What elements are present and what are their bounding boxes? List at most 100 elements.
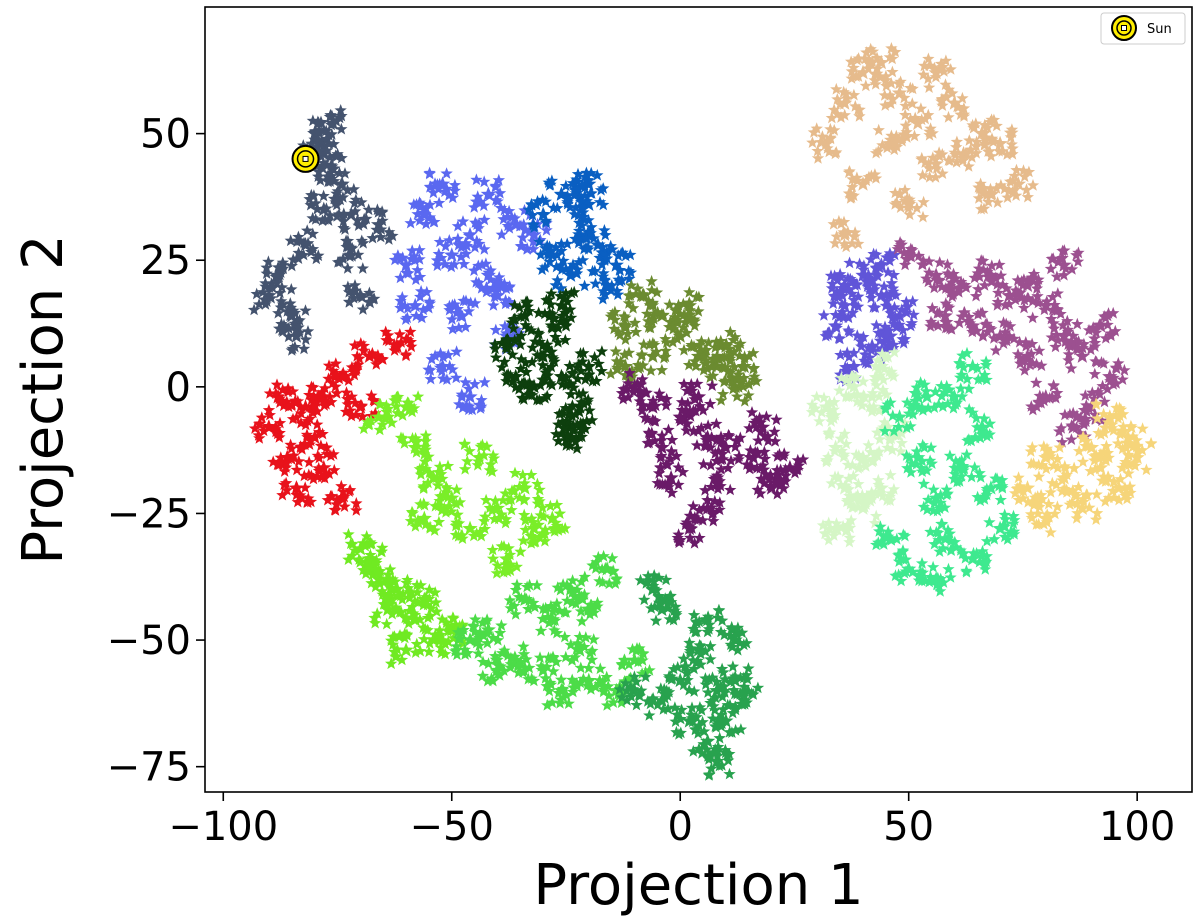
data-point (383, 578, 396, 590)
data-point (1017, 484, 1030, 497)
data-point (1101, 470, 1115, 483)
data-point (1113, 401, 1126, 414)
data-point (687, 424, 700, 437)
data-point (926, 151, 939, 164)
data-point (257, 424, 270, 437)
data-point (421, 476, 435, 489)
data-point (277, 262, 290, 275)
data-point (390, 341, 403, 354)
data-point (706, 694, 719, 707)
data-point (943, 154, 957, 167)
data-point (419, 217, 433, 230)
data-point (341, 392, 354, 405)
data-point (414, 284, 428, 297)
data-point (883, 365, 896, 378)
data-point (724, 638, 737, 651)
data-point (602, 680, 615, 692)
data-point (630, 675, 643, 688)
data-point (683, 531, 697, 544)
y-tick-label: −75 (107, 745, 191, 791)
data-point (979, 358, 993, 371)
data-point (411, 263, 424, 276)
data-point (839, 525, 852, 537)
data-point (326, 377, 339, 389)
data-point (280, 450, 294, 463)
data-point (642, 321, 655, 333)
data-point (506, 348, 519, 360)
data-point (830, 517, 843, 529)
data-point (896, 323, 910, 336)
data-point (613, 683, 626, 695)
data-point (842, 472, 855, 485)
data-point (644, 697, 657, 710)
data-point (722, 754, 735, 766)
data-point (1011, 286, 1025, 298)
data-point (843, 256, 856, 269)
data-point (523, 226, 536, 238)
data-point (917, 477, 930, 490)
data-point (715, 708, 728, 721)
data-point (349, 364, 363, 377)
data-point (279, 461, 293, 473)
data-point (1117, 424, 1130, 437)
data-point (390, 650, 403, 662)
data-point (742, 662, 755, 674)
data-point (894, 445, 908, 457)
data-point (478, 375, 491, 388)
data-point (513, 491, 526, 504)
data-point (692, 742, 706, 755)
data-point (681, 397, 694, 409)
data-point (582, 213, 595, 226)
data-point (1025, 273, 1038, 286)
data-point (414, 497, 427, 510)
data-point (433, 494, 446, 507)
data-point (1093, 318, 1106, 330)
data-point (552, 418, 565, 430)
data-point (478, 213, 491, 226)
data-point (904, 402, 918, 414)
data-point (484, 264, 497, 276)
data-point (280, 395, 293, 408)
data-point (828, 123, 841, 136)
data-point (924, 525, 937, 538)
data-point (423, 166, 436, 179)
data-point (714, 625, 728, 638)
data-point (485, 672, 498, 684)
data-point (366, 231, 379, 244)
data-point (846, 459, 859, 471)
data-point (879, 299, 893, 312)
data-point (311, 202, 324, 215)
data-point (873, 358, 889, 374)
data-point (318, 213, 332, 225)
data-point (661, 476, 675, 489)
data-point (573, 191, 586, 204)
data-point (1017, 301, 1031, 314)
data-point (517, 640, 530, 652)
data-point (496, 493, 510, 506)
data-point (576, 355, 589, 367)
data-point (273, 268, 287, 281)
data-point (737, 638, 750, 651)
data-point (432, 247, 445, 260)
data-point (906, 408, 920, 420)
data-point (881, 265, 895, 278)
data-point (298, 438, 312, 451)
data-point (637, 399, 650, 412)
data-point (688, 536, 701, 549)
data-point (675, 703, 688, 716)
data-point (845, 514, 858, 526)
data-point (409, 520, 422, 532)
data-point (402, 266, 415, 279)
data-point (1003, 289, 1017, 301)
data-point (515, 352, 528, 365)
data-point (346, 242, 359, 254)
data-point (559, 179, 573, 192)
data-point (582, 368, 596, 380)
data-point (768, 425, 781, 438)
data-point (406, 600, 419, 613)
data-point (580, 414, 593, 427)
data-point (297, 342, 311, 355)
data-point (455, 626, 469, 639)
data-point (499, 516, 512, 529)
data-point (740, 668, 753, 681)
